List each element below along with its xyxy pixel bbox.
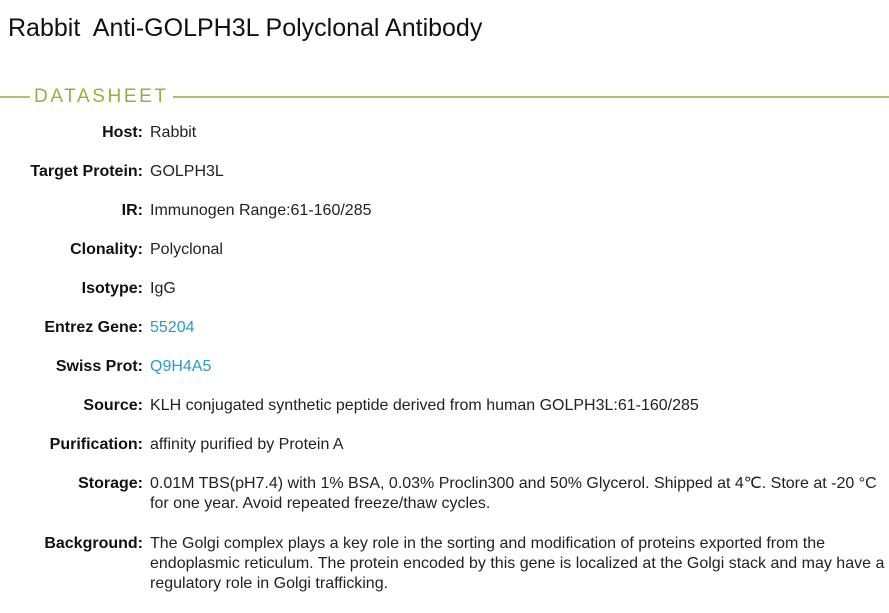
field-value: IgG — [150, 280, 176, 297]
swiss-prot-link[interactable]: Q9H4A5 — [150, 358, 212, 375]
field-value: affinity purified by Protein A — [150, 436, 344, 453]
field-value: KLH conjugated synthetic peptide derived… — [150, 397, 699, 414]
field-swiss-prot: Swiss Prot: Q9H4A5 — [0, 357, 889, 377]
field-label: Host: — [102, 124, 143, 141]
field-background: Background: The Golgi complex plays a key… — [0, 534, 889, 594]
field-ir: IR: Immunogen Range:61-160/285 — [0, 201, 889, 221]
entrez-gene-link[interactable]: 55204 — [150, 319, 195, 336]
field-label: Clonality: — [70, 241, 143, 258]
field-source: Source: KLH conjugated synthetic peptide … — [0, 396, 889, 416]
section-heading: DATASHEET — [30, 85, 173, 109]
field-purification: Purification: affinity purified by Protei… — [0, 435, 889, 455]
field-label: Target Protein: — [30, 163, 143, 180]
field-isotype: Isotype: IgG — [0, 279, 889, 299]
field-value: GOLPH3L — [150, 163, 224, 180]
page-title: Rabbit Anti-GOLPH3L Polyclonal Antibody — [8, 14, 483, 42]
field-host: Host: Rabbit — [0, 123, 889, 143]
field-value: 0.01M TBS(pH7.4) with 1% BSA, 0.03% Proc… — [150, 475, 877, 512]
field-value: Polyclonal — [150, 241, 223, 258]
field-label: Isotype: — [81, 280, 143, 297]
field-label: Background: — [44, 535, 143, 552]
field-entrez-gene: Entrez Gene: 55204 — [0, 318, 889, 338]
datasheet-fields: Host: Rabbit Target Protein: GOLPH3L IR: Im… — [0, 123, 889, 613]
field-clonality: Clonality: Polyclonal — [0, 240, 889, 260]
field-value: Immunogen Range:61-160/285 — [150, 202, 372, 219]
field-label: Swiss Prot: — [55, 358, 143, 375]
section-divider — [0, 96, 889, 98]
field-value: Rabbit — [150, 124, 197, 141]
field-label: Entrez Gene: — [44, 319, 143, 336]
field-label: Storage: — [78, 475, 143, 492]
field-label: Source: — [83, 397, 143, 414]
field-storage: Storage: 0.01M TBS(pH7.4) with 1% BSA, 0.… — [0, 474, 889, 514]
field-label: Purification: — [49, 436, 143, 453]
field-label: IR: — [121, 202, 143, 219]
field-value: The Golgi complex plays a key role in th… — [150, 535, 885, 592]
field-target-protein: Target Protein: GOLPH3L — [0, 162, 889, 182]
